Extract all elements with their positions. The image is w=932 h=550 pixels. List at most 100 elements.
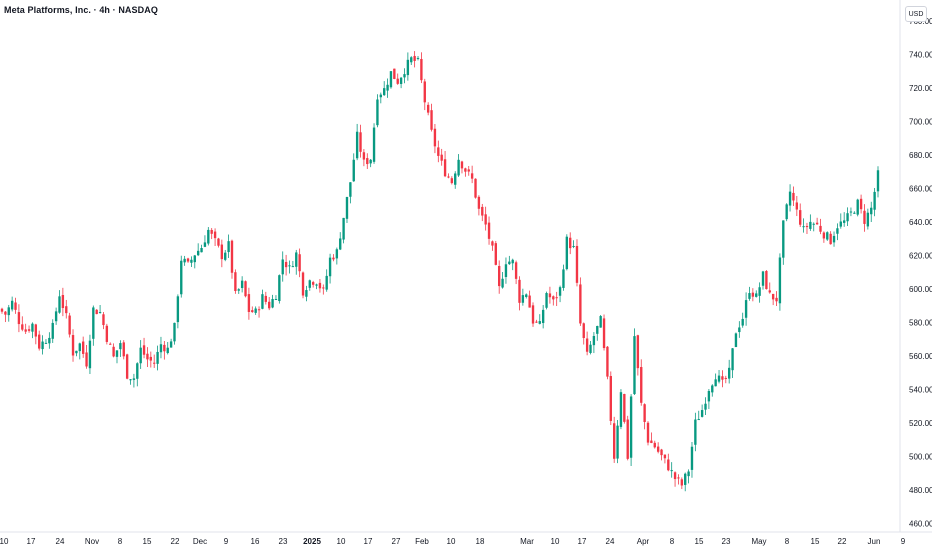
candle-body[interactable] [660, 449, 663, 456]
candle-body[interactable] [805, 225, 809, 228]
candle-body[interactable] [704, 403, 707, 410]
candle-body[interactable] [755, 293, 758, 297]
candle-body[interactable] [778, 257, 782, 304]
candle-body[interactable] [383, 88, 386, 96]
candle-body[interactable] [68, 315, 71, 335]
candle-body[interactable] [136, 363, 139, 379]
candle-body[interactable] [369, 159, 372, 164]
candle-body[interactable] [196, 250, 200, 256]
candle-body[interactable] [349, 182, 352, 197]
candle-body[interactable] [372, 127, 376, 162]
candle-body[interactable] [274, 299, 278, 301]
candle-body[interactable] [98, 312, 102, 314]
candle-body[interactable] [626, 419, 629, 459]
candle-body[interactable] [410, 57, 413, 63]
candle-body[interactable] [768, 290, 771, 293]
candle-body[interactable] [115, 350, 119, 357]
candle-body[interactable] [876, 170, 880, 192]
candle-body[interactable] [38, 334, 41, 349]
candle-body[interactable] [552, 296, 555, 300]
candle-body[interactable] [180, 260, 183, 295]
candle-body[interactable] [166, 347, 169, 354]
candle-body[interactable] [81, 341, 85, 354]
candle-body[interactable] [494, 243, 497, 265]
candle-body[interactable] [153, 362, 156, 364]
candle-body[interactable] [836, 228, 839, 234]
candle-body[interactable] [61, 295, 65, 309]
candle-body[interactable] [795, 202, 799, 210]
candle-body[interactable] [450, 178, 454, 184]
currency-badge[interactable]: USD [905, 6, 927, 22]
candle-body[interactable] [707, 390, 711, 402]
candle-body[interactable] [315, 284, 318, 286]
candle-body[interactable] [514, 262, 518, 279]
candle-body[interactable] [575, 245, 579, 283]
candle-body[interactable] [376, 99, 379, 126]
candle-body[interactable] [109, 343, 112, 345]
candle-body[interactable] [237, 289, 240, 291]
candle-body[interactable] [809, 221, 812, 229]
candle-body[interactable] [318, 282, 322, 289]
candle-body[interactable] [142, 345, 146, 355]
candle-body[interactable] [112, 346, 115, 357]
candle-body[interactable] [71, 335, 75, 356]
candle-body[interactable] [839, 221, 842, 227]
candle-body[interactable] [227, 241, 230, 253]
candle-body[interactable] [7, 307, 10, 316]
candle-body[interactable] [301, 272, 305, 296]
candle-body[interactable] [88, 340, 92, 369]
candle-body[interactable] [460, 161, 464, 169]
candle-body[interactable] [744, 300, 748, 318]
candle-body[interactable] [146, 353, 149, 360]
candle-body[interactable] [623, 393, 626, 422]
candle-body[interactable] [738, 327, 741, 333]
candle-body[interactable] [322, 287, 325, 289]
candle-body[interactable] [785, 204, 788, 220]
candle-body[interactable] [511, 259, 514, 264]
candle-body[interactable] [34, 324, 38, 337]
candle-body[interactable] [217, 238, 220, 246]
candle-body[interactable] [721, 376, 724, 380]
candle-body[interactable] [856, 199, 859, 215]
candle-body[interactable] [643, 404, 646, 422]
candle-body[interactable] [579, 284, 582, 324]
candle-body[interactable] [268, 301, 271, 309]
candle-body[interactable] [186, 258, 190, 262]
candle-body[interactable] [727, 367, 731, 379]
candle-body[interactable] [190, 259, 193, 263]
candle-body[interactable] [761, 271, 765, 286]
candle-body[interactable] [224, 252, 227, 260]
candle-body[interactable] [433, 128, 437, 147]
candle-body[interactable] [518, 279, 521, 303]
price-axis[interactable]: 460.00 480.00 500.00 520.00 540.00 560.00 580.… [909, 17, 932, 529]
candle-body[interactable] [717, 375, 721, 382]
candle-body[interactable] [487, 222, 491, 239]
candle-body[interactable] [440, 154, 443, 161]
candle-body[interactable] [220, 244, 224, 260]
candle-body[interactable] [822, 232, 826, 239]
candle-body[interactable] [159, 344, 163, 353]
candle-body[interactable] [633, 336, 636, 395]
candle-body[interactable] [596, 325, 599, 334]
candle-body[interactable] [54, 311, 58, 322]
candle-body[interactable] [454, 173, 457, 185]
candle-body[interactable] [846, 213, 849, 222]
candle-body[interactable] [680, 479, 684, 486]
candle-body[interactable] [873, 191, 876, 210]
candle-body[interactable] [325, 275, 328, 290]
candle-body[interactable] [484, 214, 487, 225]
candle-body[interactable] [609, 376, 612, 421]
candle-body[interactable] [129, 379, 132, 381]
candle-body[interactable] [58, 296, 61, 313]
candle-body[interactable] [386, 84, 389, 91]
candle-body[interactable] [389, 71, 393, 88]
candle-body[interactable] [41, 341, 44, 350]
candle-body[interactable] [379, 94, 382, 98]
candle-body[interactable] [203, 242, 207, 247]
candle-body[interactable] [210, 229, 213, 234]
candle-body[interactable] [183, 258, 186, 263]
candle-body[interactable] [758, 287, 761, 296]
candle-body[interactable] [558, 287, 562, 296]
candle-body[interactable] [65, 306, 68, 314]
